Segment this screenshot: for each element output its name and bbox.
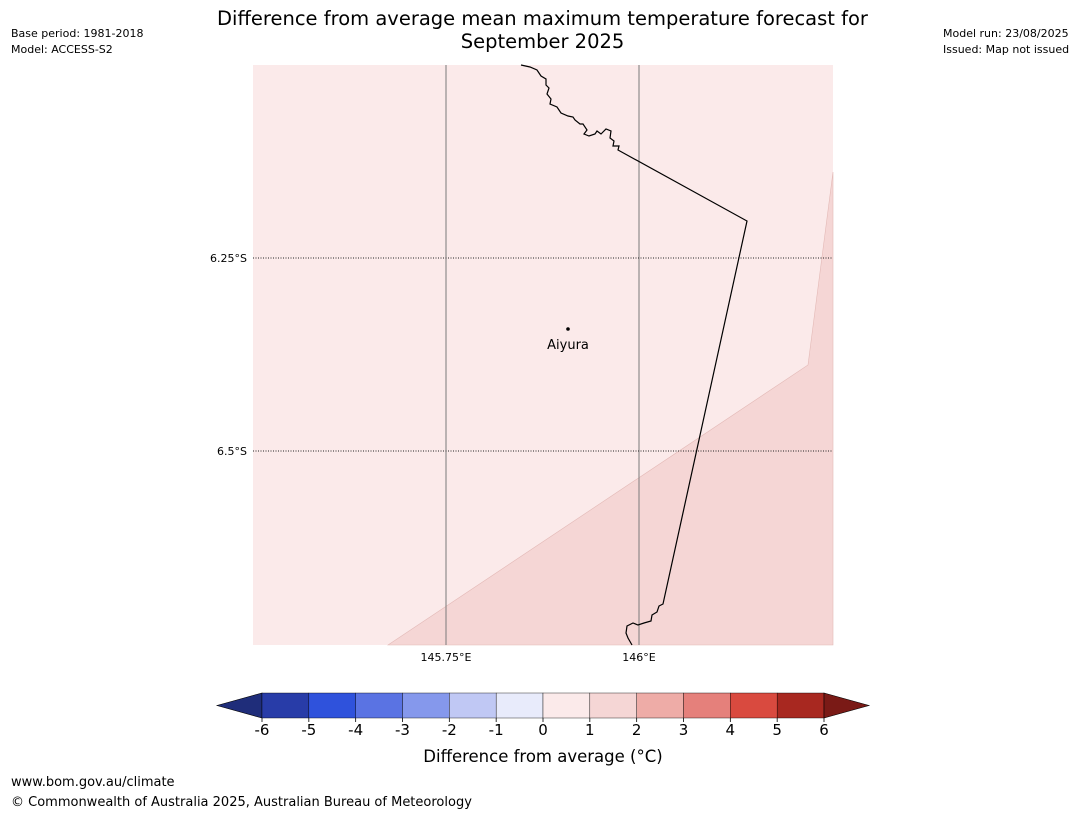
metadata-right: Model run: 23/08/2025 Issued: Map not is… [943, 26, 1069, 58]
colorbar-swatch [730, 692, 778, 719]
colorbar-tick-label: -5 [301, 721, 316, 739]
town-marker [566, 327, 570, 331]
lon-tick-label-145-75: 145.75°E [421, 651, 472, 664]
colorbar-swatch [542, 692, 591, 719]
colorbar-swatch [402, 692, 450, 719]
colorbar-tick-label: 2 [632, 721, 642, 739]
colorbar-tick-label: -2 [442, 721, 457, 739]
colorbar-swatch [683, 692, 731, 719]
colorbar-swatch [776, 692, 825, 719]
lon-tick-label-146: 146°E [622, 651, 655, 664]
forecast-map: Aiyura 6.25°S 6.5°S 145.75°E 146°E [210, 64, 834, 664]
colorbar-tick-label: 4 [726, 721, 736, 739]
colorbar-swatch [308, 692, 356, 719]
town-label: Aiyura [547, 338, 589, 353]
colorbar-swatch [261, 692, 310, 719]
colorbar-tick-label: -3 [395, 721, 410, 739]
colorbar-swatch [589, 692, 637, 719]
footer-copyright: © Commonwealth of Australia 2025, Austra… [11, 795, 472, 810]
colorbar-label: Difference from average (°C) [423, 747, 663, 766]
colorbar-tick-label: 5 [772, 721, 782, 739]
colorbar-tick-label: 0 [538, 721, 548, 739]
colorbar-swatches: -6 -5 -4 -3 -2 -1 0 1 2 3 4 5 6 [215, 692, 871, 739]
colorbar-swatch [355, 692, 403, 719]
model-run-text: Model run: 23/08/2025 [943, 27, 1069, 40]
colorbar-under-arrow [215, 692, 263, 719]
title-line-2: September 2025 [460, 30, 625, 53]
colorbar-over-arrow [823, 692, 871, 719]
colorbar-tick-label: 3 [679, 721, 689, 739]
footer-url: www.bom.gov.au/climate [11, 775, 175, 790]
region-1-to-2 [387, 171, 834, 646]
province-boundary [520, 64, 748, 646]
colorbar-swatch [449, 692, 497, 719]
colorbar-swatch [495, 692, 544, 719]
colorbar-tick-label: -1 [489, 721, 504, 739]
colorbar-tick-label: -6 [255, 721, 270, 739]
model-text: Model: ACCESS-S2 [11, 43, 113, 56]
colorbar-tick-label: 1 [585, 721, 595, 739]
lat-tick-label-6-25: 6.25°S [210, 252, 247, 265]
lat-tick-label-6-5: 6.5°S [217, 445, 247, 458]
colorbar-tick-label: -4 [348, 721, 363, 739]
base-period-text: Base period: 1981-2018 [11, 27, 144, 40]
colorbar-tick-label: 6 [819, 721, 829, 739]
colorbar-swatch [636, 692, 684, 719]
issued-text: Issued: Map not issued [943, 43, 1070, 56]
title-line-1: Difference from average mean maximum tem… [217, 7, 868, 30]
map-title: Difference from average mean maximum tem… [180, 7, 905, 53]
metadata-left: Base period: 1981-2018 Model: ACCESS-S2 [11, 26, 143, 58]
